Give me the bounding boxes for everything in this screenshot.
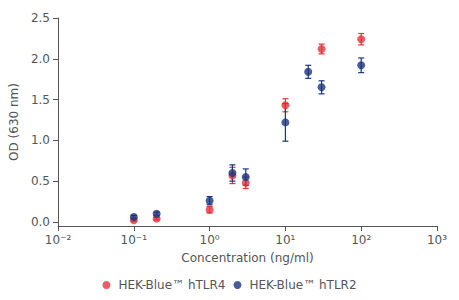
svg-text:10⁰: 10⁰ — [200, 233, 220, 247]
svg-text:10¹: 10¹ — [275, 233, 295, 247]
svg-text:2.5: 2.5 — [31, 11, 50, 25]
svg-text:Concentration (ng/ml): Concentration (ng/ml) — [181, 251, 313, 265]
svg-text:10⁻¹: 10⁻¹ — [121, 233, 148, 247]
svg-text:1.0: 1.0 — [31, 133, 50, 147]
svg-text:HEK-Blue™ hTLR2: HEK-Blue™ hTLR2 — [250, 278, 357, 292]
svg-text:HEK-Blue™ hTLR4: HEK-Blue™ hTLR4 — [118, 278, 225, 292]
svg-text:0.0: 0.0 — [31, 215, 50, 229]
svg-text:10²: 10² — [351, 233, 371, 247]
svg-text:OD (630 nm): OD (630 nm) — [7, 83, 21, 161]
svg-text:2.0: 2.0 — [31, 52, 50, 66]
svg-text:0.5: 0.5 — [31, 174, 50, 188]
svg-text:10³: 10³ — [427, 233, 447, 247]
svg-text:10⁻²: 10⁻² — [45, 233, 72, 247]
svg-text:1.5: 1.5 — [31, 93, 50, 107]
